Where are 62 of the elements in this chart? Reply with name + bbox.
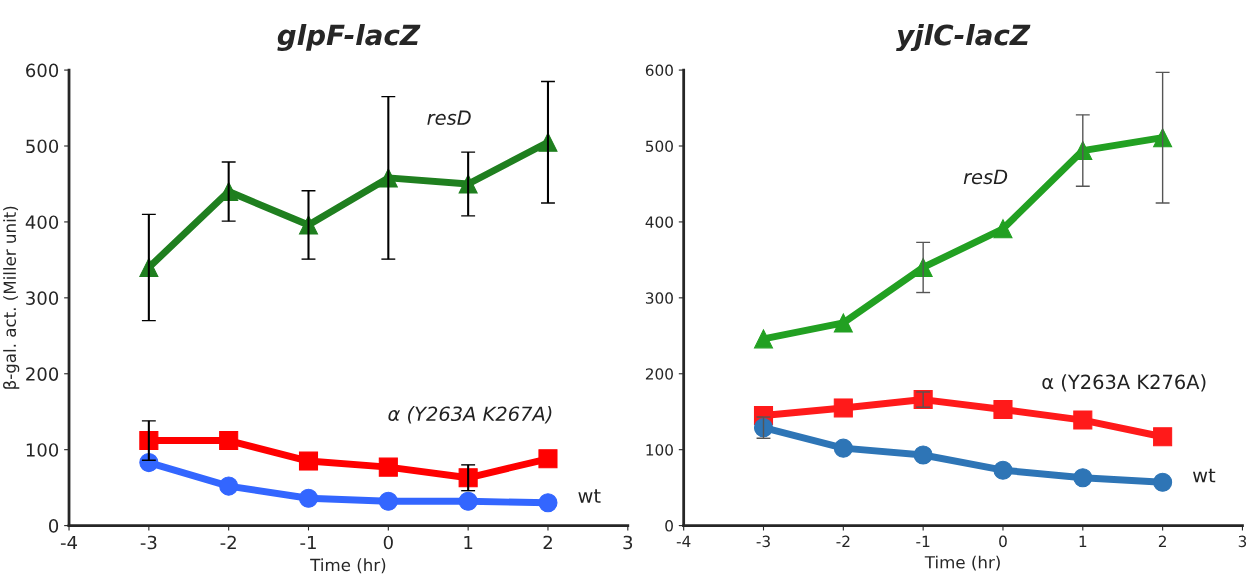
point xyxy=(378,457,398,477)
point xyxy=(538,449,558,469)
series-label: α (Y263A K267A) xyxy=(388,406,552,424)
point xyxy=(833,398,853,418)
y-tick-label: 400 xyxy=(25,215,59,230)
y-tick-label: 100 xyxy=(26,443,59,457)
y-tick-label: 200 xyxy=(645,368,673,380)
x-tick-label: 0 xyxy=(999,535,1007,548)
point xyxy=(1153,472,1173,492)
point xyxy=(219,476,239,496)
point xyxy=(993,460,1013,480)
x-tick-label: -2 xyxy=(220,535,236,550)
x-tick-label: 3 xyxy=(623,535,633,550)
x-tick-label: -4 xyxy=(676,535,691,547)
x-tick-label: 1 xyxy=(464,535,473,550)
x-axis-title: Time (hr) xyxy=(310,558,386,574)
point xyxy=(833,313,853,333)
x-axis-title: Time (hr) xyxy=(924,555,1000,571)
y-tick-label: 500 xyxy=(645,140,673,153)
x-tick-label: -3 xyxy=(756,535,770,548)
x-tick-label: -4 xyxy=(60,535,78,550)
x-tick-label: -1 xyxy=(916,535,930,547)
point xyxy=(298,488,319,508)
series-label: resD xyxy=(963,169,1008,185)
y-axis-title: β-gal. act. (Miller unit) xyxy=(3,206,20,389)
point xyxy=(993,399,1013,419)
x-tick-label: 0 xyxy=(383,535,393,550)
point xyxy=(458,491,478,511)
point xyxy=(753,329,774,349)
x-tick-label: 2 xyxy=(543,535,552,550)
y-tick-label: 500 xyxy=(26,139,59,154)
y-tick-label: 200 xyxy=(26,367,59,381)
x-tick-label: -1 xyxy=(300,535,316,550)
point xyxy=(913,445,933,465)
y-tick-label: 600 xyxy=(645,64,673,77)
point xyxy=(833,438,853,458)
point xyxy=(219,431,239,451)
point xyxy=(538,493,558,513)
y-tick-label: 400 xyxy=(645,216,673,228)
point xyxy=(1073,410,1093,430)
point xyxy=(1153,427,1173,447)
x-tick-label: -2 xyxy=(836,535,850,547)
y-tick-label: 600 xyxy=(26,63,59,78)
series-label: α (Y263A K276A) xyxy=(1042,374,1206,392)
point xyxy=(1073,468,1093,488)
point xyxy=(298,451,319,471)
chart-title: glpF-lacZ xyxy=(277,23,421,52)
point xyxy=(993,219,1013,239)
y-tick-label: 100 xyxy=(646,444,673,456)
point xyxy=(378,491,398,511)
y-tick-label: 0 xyxy=(665,520,673,532)
x-tick-label: 2 xyxy=(1158,535,1166,547)
series-label: wt xyxy=(578,489,601,503)
x-tick-label: -3 xyxy=(140,535,157,550)
y-tick-label: 0 xyxy=(49,519,59,533)
y-tick-label: 300 xyxy=(26,291,59,305)
text: resD xyxy=(427,110,471,126)
chart-title: yjlC-lacZ xyxy=(896,23,1031,52)
x-tick-label: 1 xyxy=(1079,535,1087,547)
y-tick-label: 300 xyxy=(645,292,673,304)
x-tick-label: 3 xyxy=(1238,535,1247,548)
series-label: wt xyxy=(1192,468,1216,483)
